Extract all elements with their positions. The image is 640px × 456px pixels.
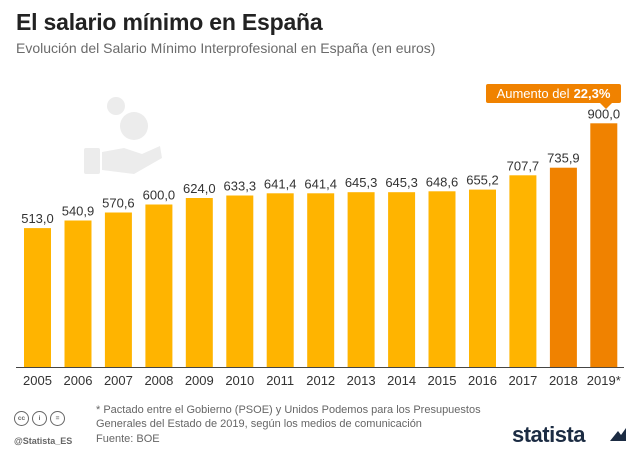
tick-label-2018: 2018 [549,373,578,388]
no-derivatives-icon[interactable]: = [50,411,65,426]
bar-2014 [388,192,416,367]
data-label-2009: 624,0 [183,181,216,196]
bar-2012 [307,193,335,367]
data-label-2012: 641,4 [304,176,337,191]
bar-2013 [347,192,375,367]
bar-2016 [469,189,496,367]
twitter-handle[interactable]: @Statista_ES [14,436,73,446]
data-label-2014: 645,3 [385,175,418,190]
tick-label-2013: 2013 [347,373,376,388]
hand-coins-icon [84,97,162,174]
data-label-2015: 648,6 [426,174,459,189]
tick-label-2010: 2010 [225,373,254,388]
callout-value: 22,3% [573,86,611,101]
data-label-2019: 900,0 [588,106,621,121]
tick-label-2006: 2006 [64,373,93,388]
bar-2018 [549,167,577,367]
data-label-2008: 600,0 [143,188,176,203]
increase-callout: Aumento del 22,3% [486,84,621,109]
tick-label-2012: 2012 [306,373,335,388]
tick-label-2008: 2008 [144,373,173,388]
data-label-2018: 735,9 [547,151,580,166]
statista-mark-icon [610,428,626,441]
bar-2017 [509,175,537,367]
chart-title: El salario mínimo en España [16,9,323,35]
data-label-2011: 641,4 [264,176,297,191]
tick-label-2016: 2016 [468,373,497,388]
info-icon[interactable]: i [32,411,47,426]
bar-2007 [104,212,132,367]
tick-label-2009: 2009 [185,373,214,388]
tick-label-2015: 2015 [428,373,457,388]
data-label-2017: 707,7 [507,158,540,173]
bar-2010 [226,195,254,367]
data-label-2007: 570,6 [102,196,135,211]
bar-2009 [185,198,213,367]
data-label-2013: 645,3 [345,175,378,190]
data-label-2010: 633,3 [224,179,257,194]
bar-2005 [24,228,51,367]
tick-label-2011: 2011 [266,373,294,388]
tick-label-2005: 2005 [23,373,52,388]
data-label-2006: 540,9 [62,204,95,219]
tick-label-2007: 2007 [104,373,133,388]
tick-label-2014: 2014 [387,373,416,388]
tick-label-2019: 2019* [587,373,621,388]
bar-2006 [64,220,92,367]
footnote: * Pactado entre el Gobierno (PSOE) y Uni… [96,404,481,430]
bar-2011 [266,193,294,367]
callout-prefix: Aumento del [496,86,570,101]
chart-subtitle: Evolución del Salario Mínimo Interprofes… [16,40,436,56]
data-label-2005: 513,0 [21,211,54,226]
source-note: Fuente: BOE [96,433,160,445]
data-label-2016: 655,2 [466,173,499,188]
license-icons: cc i = [14,411,65,426]
cc-icon[interactable]: cc [14,411,29,426]
tick-label-2017: 2017 [508,373,537,388]
statista-logo[interactable]: statista [512,422,586,447]
bar-2019 [590,123,618,368]
bar-2015 [428,191,456,367]
bar-2008 [145,204,173,367]
